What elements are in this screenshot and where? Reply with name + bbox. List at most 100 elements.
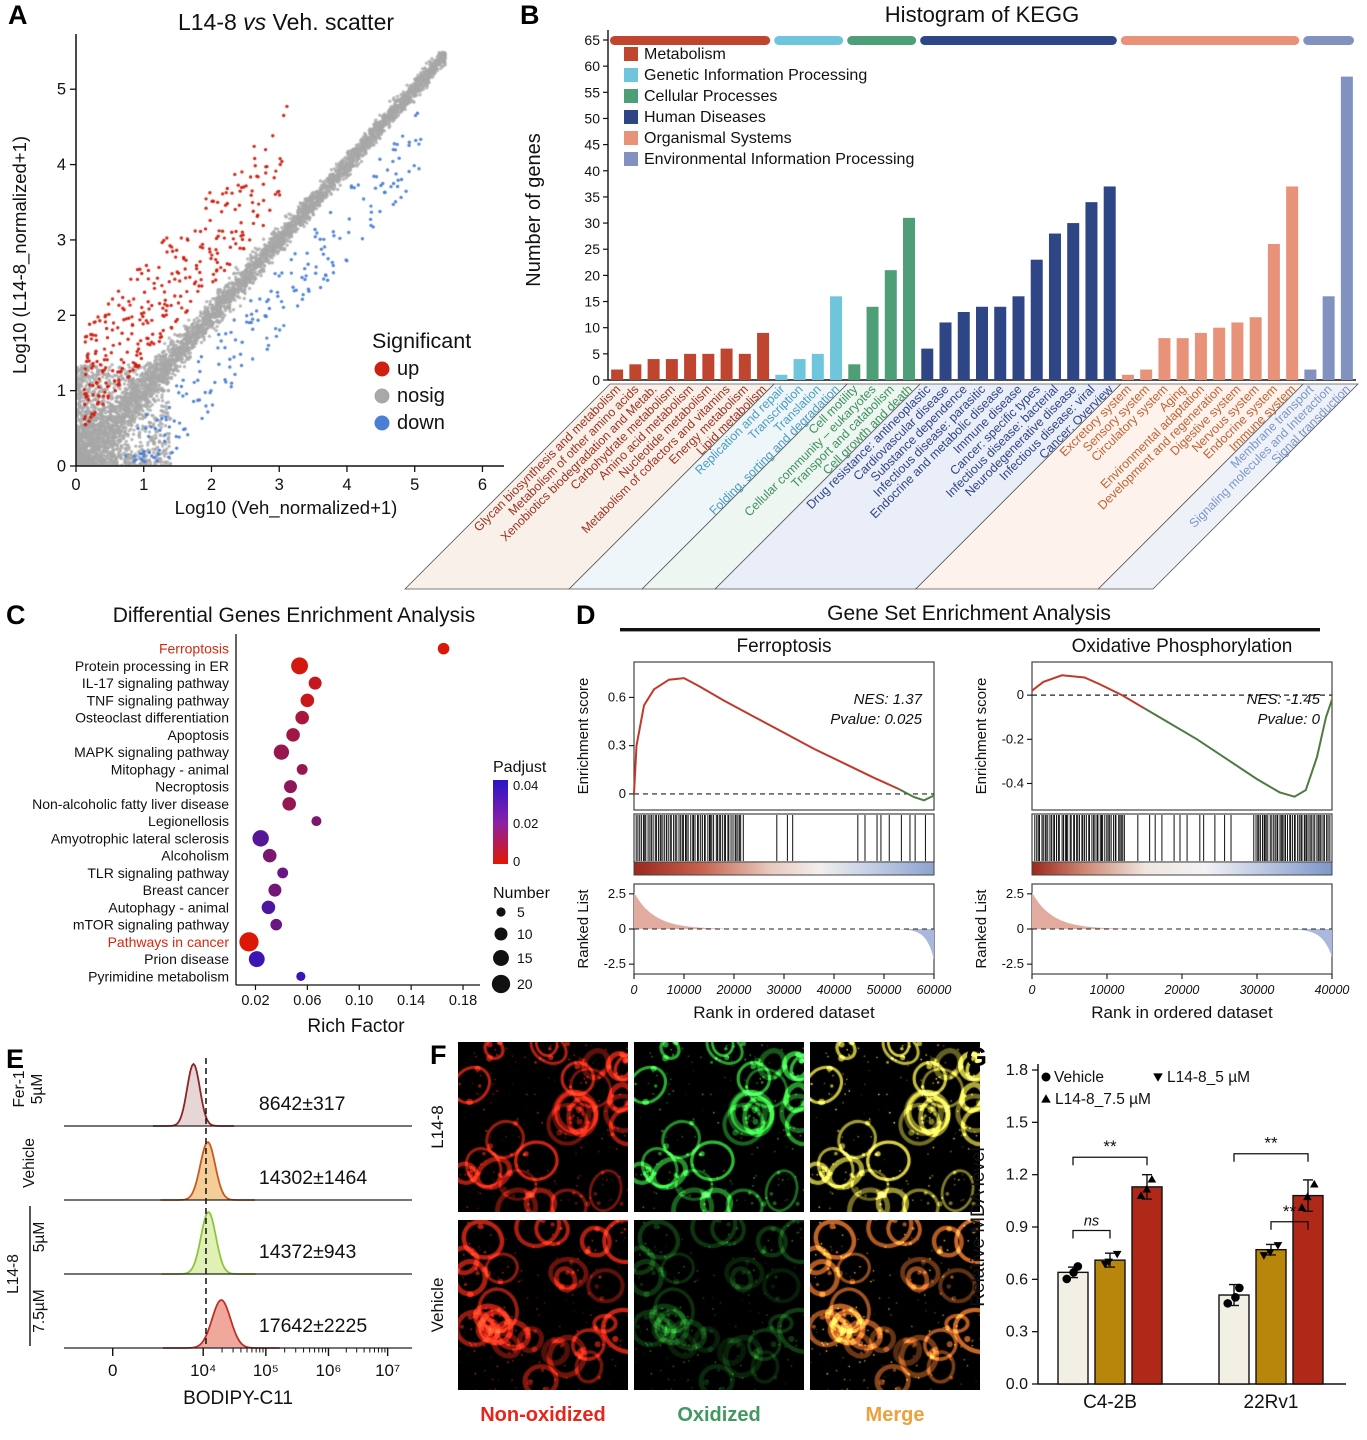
bubble (270, 918, 283, 931)
kegg-bar (939, 322, 952, 380)
legend-label: up (397, 358, 419, 380)
rank-tick-label: -2.5 (604, 956, 626, 971)
kegg-bar (1231, 322, 1244, 380)
legend-label: nosig (397, 385, 445, 407)
pvalue-label: Pvalue: 0 (1257, 711, 1320, 728)
gsea-title-svg: Gene Set Enrichment Analysis (620, 602, 1320, 632)
legend-swatch (624, 152, 638, 166)
panel-letter-a: A (8, 0, 28, 30)
panel-title: Histogram of KEGG (885, 2, 1079, 27)
pathway-label: Ferroptosis (159, 641, 229, 657)
panel-letter-c: C (6, 600, 26, 630)
row-dose-label: 5µM (31, 1222, 48, 1252)
padjust-tick-label: 0.04 (513, 778, 538, 793)
kegg-bar (1194, 332, 1207, 380)
legend-label: L14-8_7.5 µM (1055, 1091, 1151, 1108)
kegg-bar (757, 332, 770, 380)
x-tick-label: 2 (207, 476, 216, 494)
x-tick-label: 40000 (817, 983, 852, 997)
marker-circle (1069, 1268, 1078, 1277)
x-tick-label: 0.10 (345, 993, 373, 1009)
y-tick-label: 55 (584, 84, 600, 100)
marker-triangle-down (1153, 1073, 1163, 1082)
rank-tick-label: 0 (619, 921, 626, 936)
marker-triangle-up (1303, 1192, 1312, 1201)
flow-value: 14372±943 (259, 1241, 356, 1263)
kegg-bar (1340, 76, 1353, 380)
row-label-vehicle: Vehicle (428, 1277, 447, 1333)
pathway-label: Alcoholism (161, 848, 229, 864)
marker-triangle-up (1041, 1094, 1051, 1103)
kegg-label-band (1097, 383, 1359, 590)
kegg-bar (1012, 296, 1025, 380)
kegg-bar (1267, 244, 1280, 380)
kegg-group-segment (920, 36, 1117, 45)
es-tick-label: 0.3 (608, 738, 626, 753)
nes-label: NES: 1.37 (854, 691, 923, 708)
bar (1131, 1186, 1163, 1385)
rank-tick-label: -2.5 (1002, 956, 1024, 971)
bubble (296, 971, 306, 981)
legend-swatch (624, 68, 638, 82)
bubble (277, 867, 289, 879)
es-tick-label: -0.4 (1002, 775, 1024, 790)
marker-triangle-up (1309, 1179, 1319, 1188)
x-axis-label: Rank in ordered dataset (1091, 1003, 1273, 1022)
x-tick-label: 6 (478, 476, 487, 494)
x-tick-label: 30000 (767, 983, 802, 997)
y-tick-label: 25 (584, 241, 600, 257)
marker-circle (1073, 1262, 1083, 1271)
es-curve-main (1031, 674, 1146, 710)
micrograph-vehicle-non-oxidized (458, 1220, 628, 1390)
marker-triangle-down (1265, 1249, 1275, 1257)
nes-label: NES: -1.45 (1247, 691, 1321, 708)
y-tick-label: 0.0 (1006, 1376, 1028, 1393)
y-tick-label: 0.6 (1006, 1271, 1028, 1288)
panel-title: Differential Genes Enrichment Analysis (113, 604, 476, 627)
legend-label: Genetic Information Processing (644, 67, 867, 84)
kegg-group-segment (774, 36, 844, 45)
es-tick-label: 0 (1017, 687, 1024, 702)
gsea-subtitle: Ferroptosis (736, 636, 831, 657)
legend-label: Environmental Information Processing (644, 151, 914, 168)
pathway-label: mTOR signaling pathway (73, 917, 229, 933)
kegg-bar (994, 306, 1007, 380)
kegg-bar (976, 306, 988, 380)
x-tick-label: 20000 (716, 983, 752, 997)
sig-label: ** (1264, 1134, 1278, 1153)
column-caption-merge: Merge (865, 1404, 925, 1426)
bubble (239, 932, 259, 952)
es-tick-label: 0 (619, 786, 626, 801)
kegg-bar (629, 364, 642, 380)
bubble (261, 900, 276, 915)
pathway-label: MAPK signaling pathway (74, 744, 229, 760)
kegg-bar (611, 369, 624, 380)
number-legend-value: 5 (517, 904, 525, 920)
number-legend-value: 20 (517, 976, 533, 992)
pathway-label: Breast cancer (143, 882, 230, 898)
scatter-points-canvas (76, 44, 496, 466)
gsea-ferroptosis-svg: Ferroptosis 0.6 0.3 0 NES: 1.37 Pvalue: 0.025… (575, 636, 951, 1022)
y-tick-label: 40 (584, 163, 600, 179)
es-curve-tail (898, 788, 935, 802)
panel-title: L14-8 vs Veh. scatter (178, 9, 394, 35)
number-legend-dot (491, 974, 511, 994)
kegg-bar (1140, 369, 1153, 380)
pathway-label: Protein processing in ER (75, 658, 229, 674)
flow-hist-fill (64, 1212, 412, 1274)
sig-label: ** (1103, 1137, 1117, 1156)
es-ylabel: Enrichment score (575, 678, 592, 795)
marker-circle (1062, 1274, 1072, 1284)
legend-dot (374, 361, 390, 377)
kegg-bar (1158, 338, 1171, 380)
legend-title: Significant (372, 329, 471, 353)
enrichment-bubble-svg: Differential Genes Enrichment Analysis 0.… (32, 604, 550, 1037)
y-axis-label: Number of genes (523, 133, 545, 286)
marker-triangle-down (1112, 1250, 1122, 1259)
legend-dot (374, 415, 390, 431)
y-tick-label: 0.3 (1006, 1324, 1028, 1341)
micrograph-l14-8-oxidized (634, 1042, 804, 1212)
legend-label: Organismal Systems (644, 130, 792, 147)
kegg-bar (1030, 259, 1043, 380)
x-tick-label: 10⁶ (316, 1361, 342, 1380)
